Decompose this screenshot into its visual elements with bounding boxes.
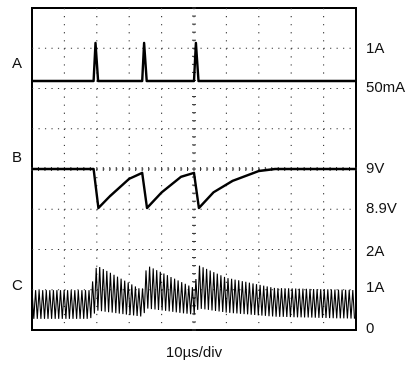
- channel-c-label: C: [12, 277, 23, 294]
- traces: [31, 41, 356, 319]
- channel-c-scale-1a: 1A: [366, 279, 384, 296]
- channel-b-label: B: [12, 149, 22, 166]
- labels: A B C 1A 50mA 9V 8.9V 2A 1A 0 10µs/div: [12, 40, 405, 361]
- x-axis-label: 10µs/div: [166, 344, 223, 361]
- channel-c-scale-0: 0: [366, 320, 374, 337]
- trace-a: [32, 41, 356, 83]
- channel-c-scale-2a: 2A: [366, 243, 384, 260]
- trace-b: [32, 167, 356, 210]
- channel-b-scale-high: 9V: [366, 160, 384, 177]
- channel-a-scale-high: 1A: [366, 40, 384, 57]
- trace-c: [31, 265, 356, 319]
- channel-a-label: A: [12, 55, 22, 72]
- channel-b-scale-low: 8.9V: [366, 200, 397, 217]
- channel-a-scale-low: 50mA: [366, 79, 405, 96]
